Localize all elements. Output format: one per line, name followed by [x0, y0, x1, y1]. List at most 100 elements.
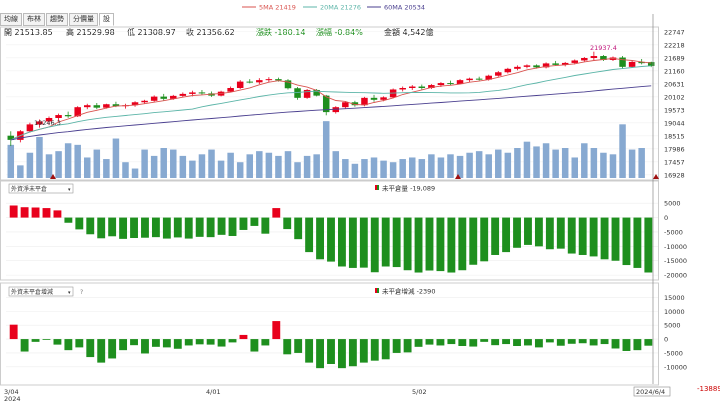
oi-change-select[interactable] — [8, 286, 74, 297]
candle-body — [437, 83, 445, 86]
volume-bar — [370, 157, 378, 178]
candle-body — [456, 80, 464, 85]
tab-settings[interactable]: 設 — [99, 13, 114, 26]
date-label-may: 5/02 — [412, 388, 427, 396]
volume-bar — [351, 163, 359, 178]
oi-change-bar — [447, 339, 456, 345]
oi-change-bar — [294, 339, 303, 353]
volume-bar — [17, 165, 24, 178]
volume-bar — [189, 160, 196, 178]
tab-price-volume[interactable]: 分價量 — [69, 13, 98, 26]
oi-legend-swatch-up — [375, 185, 377, 190]
oi-bar — [392, 217, 401, 268]
candle-body — [485, 75, 492, 80]
oi-panel-header: 外資淨未平倉 ▾ 未平倉量 -19,089 — [8, 183, 435, 194]
candle-body — [179, 93, 187, 96]
y-tick-label: 17986 — [664, 145, 685, 153]
candle-body — [399, 88, 406, 90]
y-tick-label: 22747 — [664, 28, 685, 36]
oi-change-bar — [305, 339, 314, 363]
volume-bar — [542, 143, 550, 178]
oi-bar — [42, 208, 51, 218]
date-label-apr: 4/01 — [206, 388, 221, 396]
help-icon[interactable]: ? — [80, 289, 83, 296]
candle-body — [26, 124, 34, 132]
volume-bar — [160, 148, 167, 178]
signal-marker-icon — [50, 174, 56, 179]
candle-body — [256, 80, 263, 83]
candle-body — [303, 89, 311, 98]
candle-body — [74, 107, 81, 117]
tab-ma[interactable]: 均線 — [0, 13, 22, 26]
volume-bar — [294, 162, 301, 178]
oi-change-bar — [578, 339, 587, 344]
oi-change-bar — [195, 339, 204, 345]
oi-change-bar — [228, 339, 237, 343]
candle-body — [351, 102, 359, 106]
volume-bar — [342, 159, 349, 178]
oi-change-bar — [469, 339, 478, 347]
candle-body — [647, 62, 655, 66]
ma60-line — [10, 85, 652, 141]
oi-bar — [502, 217, 511, 253]
volume-bar — [45, 154, 53, 178]
ma20-line — [10, 65, 652, 141]
volume-bar — [112, 138, 120, 178]
oi-bar — [250, 217, 259, 226]
oi-change-bar — [381, 339, 390, 360]
tab-bollinger[interactable]: 布林 — [23, 13, 45, 26]
volume-bar — [275, 155, 282, 178]
oi-bar — [173, 217, 182, 238]
candle-body — [131, 102, 139, 106]
tab-trend[interactable]: 趨勢 — [46, 13, 68, 26]
oi-change-legend-swatch-down — [377, 288, 379, 293]
oi-change-bar — [589, 339, 598, 346]
oi-bar — [316, 217, 324, 260]
y-tick-label: 20102 — [664, 93, 685, 101]
oi-change-bar — [64, 339, 73, 351]
candle-body — [55, 115, 62, 118]
oi-change-bar — [97, 339, 106, 363]
oi-change-bar — [480, 339, 489, 342]
date-label-year: 2024 — [4, 395, 21, 402]
oi-bar — [108, 217, 117, 237]
oi-change-bar — [272, 321, 281, 340]
oi-change-bar — [556, 339, 565, 346]
oi-select-label: 外資淨未平倉 — [11, 185, 47, 193]
oi-change-bar — [162, 339, 171, 348]
candle-body — [284, 80, 292, 89]
candle-body — [495, 72, 502, 76]
current-date-label: 2024/6/4 — [636, 388, 665, 396]
candle-body — [619, 57, 626, 67]
y-tick-label: 16928 — [664, 171, 685, 179]
y-tick-label: 18515 — [664, 132, 685, 140]
oi-select-arrow-icon: ▾ — [68, 187, 71, 193]
candle-body — [198, 92, 206, 94]
oi-bar — [130, 217, 138, 239]
volume-bar — [227, 152, 234, 178]
candle-body — [246, 81, 253, 83]
oi-change-bar — [348, 339, 357, 367]
oi-bar — [644, 217, 653, 273]
oi-change-bar — [524, 339, 532, 346]
oi-change-bar — [513, 339, 521, 346]
oi-bar — [195, 217, 204, 237]
volume-bar — [609, 154, 617, 178]
oi-bar — [9, 205, 18, 218]
oi-change-bar — [359, 339, 368, 363]
volume-bar — [504, 152, 512, 178]
oi-bar — [217, 217, 226, 235]
volume-bar — [581, 143, 588, 178]
oi-select[interactable] — [8, 183, 74, 194]
tab-bar: 均線 布林 趨勢 分價量 設 — [0, 13, 115, 26]
volume-bar — [64, 143, 72, 178]
y-tick-label: 21689 — [664, 54, 685, 62]
oi-bar — [75, 217, 84, 230]
oi-change-bar — [283, 339, 292, 355]
volume-bar — [313, 154, 320, 178]
oi-change-bar — [338, 339, 346, 369]
volume-bar — [638, 148, 645, 178]
oi-bar — [20, 207, 29, 218]
y-tick-label: 19044 — [664, 119, 685, 127]
date-label-start: 3/04 — [4, 388, 19, 396]
